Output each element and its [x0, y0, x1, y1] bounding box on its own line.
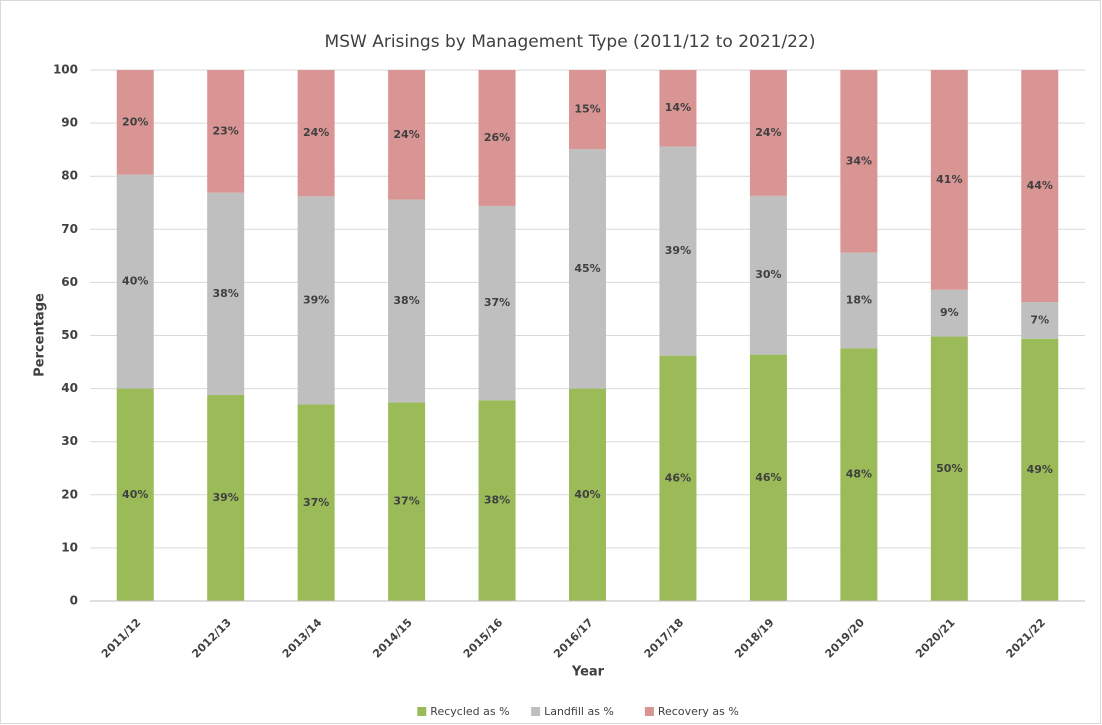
bar-segment — [1021, 338, 1059, 601]
bar-segment — [388, 402, 426, 601]
bar-segment — [749, 195, 787, 355]
bar-segment — [840, 348, 878, 601]
data-label: 41% — [936, 173, 962, 186]
data-label: 37% — [393, 495, 419, 508]
bar-segment — [840, 252, 878, 349]
y-tick-label: 80 — [61, 169, 78, 183]
data-label: 24% — [303, 126, 329, 139]
bar-segment — [930, 70, 968, 290]
bar-segment — [388, 70, 426, 200]
bar-segment — [207, 394, 245, 601]
legend-label: Recovery as % — [658, 705, 739, 718]
bar-segment — [569, 70, 606, 150]
bar-segment — [116, 70, 154, 175]
chart-title: MSW Arisings by Management Type (2011/12… — [325, 32, 816, 52]
legend-label: Recycled as % — [430, 705, 509, 718]
data-label: 30% — [755, 268, 781, 281]
data-label: 46% — [665, 471, 691, 484]
bar-segment — [569, 149, 606, 389]
y-tick-label: 70 — [61, 222, 78, 236]
bar-segment — [569, 388, 606, 601]
data-label: 45% — [574, 262, 600, 275]
data-label: 20% — [122, 115, 148, 128]
data-label: 38% — [393, 294, 419, 307]
data-label: 44% — [1027, 179, 1053, 192]
data-label: 9% — [940, 306, 959, 319]
data-label: 26% — [484, 131, 510, 144]
data-label: 46% — [755, 471, 781, 484]
legend-swatch — [417, 707, 427, 716]
data-label: 18% — [846, 293, 872, 306]
bar-segment — [207, 70, 245, 193]
legend-swatch — [644, 707, 654, 716]
bar-segment — [659, 355, 697, 601]
data-label: 40% — [122, 488, 148, 501]
bar-segment — [207, 192, 245, 395]
data-label: 34% — [846, 154, 872, 167]
data-label: 39% — [665, 244, 691, 257]
data-label: 24% — [755, 126, 781, 139]
y-tick-label: 10 — [61, 540, 78, 554]
data-label: 24% — [393, 128, 419, 141]
data-label: 15% — [574, 103, 600, 116]
legend-swatch — [531, 707, 541, 716]
bar-segment — [116, 174, 154, 389]
y-tick-label: 40 — [61, 381, 78, 395]
bar-segment — [659, 146, 697, 356]
bar-segment — [297, 70, 335, 197]
bar-segment — [297, 196, 335, 405]
x-axis-title: Year — [571, 665, 605, 680]
bar-segment — [116, 388, 154, 601]
y-tick-label: 50 — [61, 328, 78, 342]
bar-segment — [478, 70, 516, 206]
bar-segment — [930, 289, 968, 337]
data-label: 38% — [213, 287, 239, 300]
y-tick-label: 30 — [61, 434, 78, 448]
bar-segment — [840, 70, 878, 253]
data-label: 39% — [303, 293, 329, 306]
y-tick-label: 0 — [70, 594, 78, 608]
data-label: 7% — [1030, 313, 1049, 326]
bar-segment — [478, 205, 516, 401]
y-tick-label: 100 — [53, 63, 78, 77]
bar-segment — [1021, 302, 1059, 339]
legend-label: Landfill as % — [544, 705, 614, 718]
bar-segment — [749, 354, 787, 601]
bar-segment — [659, 70, 697, 147]
data-label: 40% — [122, 275, 148, 288]
bar-segment — [297, 404, 335, 601]
bar-segment — [930, 336, 968, 601]
data-label: 50% — [936, 462, 962, 475]
bar-segment — [1021, 70, 1059, 303]
y-tick-label: 60 — [61, 275, 78, 289]
bar-segment — [478, 400, 516, 601]
bar-segment — [388, 199, 426, 403]
y-axis-title: Percentage — [33, 293, 48, 377]
y-tick-label: 90 — [61, 116, 78, 130]
data-label: 23% — [213, 124, 239, 137]
y-tick-label: 20 — [61, 487, 78, 501]
data-label: 14% — [665, 101, 691, 114]
data-label: 37% — [484, 296, 510, 309]
data-label: 49% — [1027, 463, 1053, 476]
data-label: 38% — [484, 494, 510, 507]
data-label: 37% — [303, 496, 329, 509]
data-label: 48% — [846, 468, 872, 481]
data-label: 39% — [213, 491, 239, 504]
data-label: 40% — [574, 488, 600, 501]
bar-segment — [749, 70, 787, 196]
